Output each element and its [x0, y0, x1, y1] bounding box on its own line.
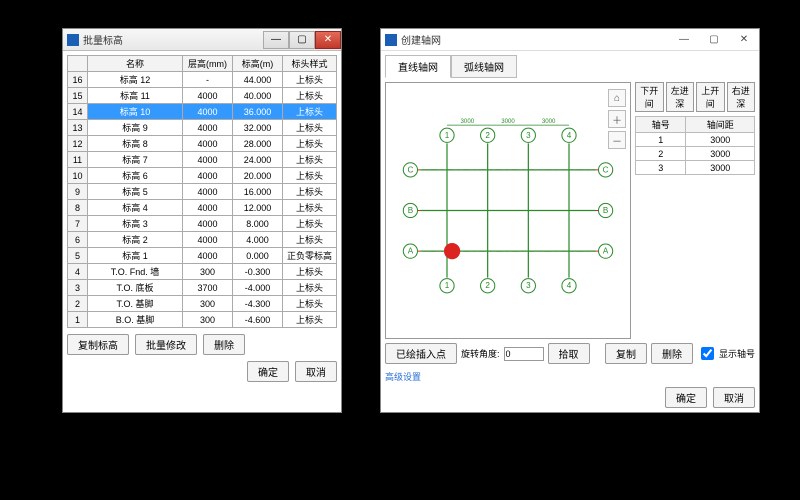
table-row[interactable]: 12标高 8400028.000上标头 [68, 136, 337, 152]
table-row[interactable]: 15标高 11400040.000上标头 [68, 88, 337, 104]
zoom-widget: ⌂ ＋ － [608, 89, 626, 149]
app-icon [67, 34, 79, 46]
col-axis-span: 轴间距 [686, 117, 755, 133]
levels-table[interactable]: 名称 层高(mm) 标高(m) 标头样式 16标高 12-44.000上标头15… [67, 55, 337, 328]
up-bay-button[interactable]: 上开间 [696, 82, 725, 112]
table-row[interactable]: 13000 [636, 133, 755, 147]
svg-text:4: 4 [567, 131, 572, 140]
delete-button[interactable]: 删除 [203, 334, 245, 355]
minimize-button[interactable]: — [669, 30, 699, 50]
table-row[interactable]: 2T.O. 基脚300-4.300上标头 [68, 296, 337, 312]
maximize-button[interactable]: ▢ [699, 30, 729, 50]
svg-text:C: C [603, 165, 609, 174]
table-row[interactable]: 6标高 240004.000上标头 [68, 232, 337, 248]
app-icon [385, 34, 397, 46]
maximize-button[interactable]: ▢ [289, 31, 315, 49]
zoom-in-icon[interactable]: ＋ [608, 110, 626, 128]
svg-text:2: 2 [485, 281, 490, 290]
window-title: 创建轴网 [401, 32, 441, 47]
table-row[interactable]: 13标高 9400032.000上标头 [68, 120, 337, 136]
svg-text:A: A [408, 247, 414, 256]
minimize-button[interactable]: — [263, 31, 289, 49]
side-panel: 下开间 左进深 上开间 右进深 轴号 轴间距 130002300033000 [635, 82, 755, 339]
tabs: 直线轴网 弧线轴网 [385, 55, 755, 78]
ok-button[interactable]: 确定 [665, 387, 707, 408]
rotation-input[interactable] [504, 347, 544, 361]
cancel-button[interactable]: 取消 [295, 361, 337, 382]
show-axis-check[interactable] [701, 347, 714, 360]
table-row[interactable]: 7标高 340008.000上标头 [68, 216, 337, 232]
left-depth-button[interactable]: 左进深 [666, 82, 695, 112]
window-title: 批量标高 [83, 32, 123, 47]
svg-text:C: C [407, 165, 413, 174]
copy-button[interactable]: 复制 [605, 343, 647, 364]
svg-text:3000: 3000 [461, 118, 475, 125]
right-depth-button[interactable]: 右进深 [727, 82, 756, 112]
svg-text:4: 4 [567, 281, 572, 290]
batch-edit-button[interactable]: 批量修改 [135, 334, 197, 355]
nav-home-icon[interactable]: ⌂ [608, 89, 626, 107]
table-row[interactable]: 5标高 140000.000正负零标高 [68, 248, 337, 264]
delete-button[interactable]: 删除 [651, 343, 693, 364]
table-row[interactable]: 4T.O. Fnd. 墙300-0.300上标头 [68, 264, 337, 280]
col-axis-num: 轴号 [636, 117, 686, 133]
show-axis-checkbox[interactable]: 显示轴号 [697, 344, 755, 363]
levels-dialog: 批量标高 — ▢ ✕ 名称 层高(mm) 标高(m) 标头样式 16标高 12-… [62, 28, 342, 413]
svg-text:1: 1 [445, 131, 450, 140]
zoom-out-icon[interactable]: － [608, 131, 626, 149]
titlebar[interactable]: 创建轴网 — ▢ ✕ [381, 29, 759, 51]
close-button[interactable]: ✕ [729, 30, 759, 50]
pick-button[interactable]: 拾取 [548, 343, 590, 364]
insert-point-button[interactable]: 已绘插入点 [385, 343, 457, 364]
svg-text:A: A [603, 247, 609, 256]
col-name: 名称 [88, 56, 183, 72]
close-button[interactable]: ✕ [315, 31, 341, 49]
svg-text:1: 1 [445, 281, 450, 290]
copy-level-button[interactable]: 复制标高 [67, 334, 129, 355]
grid-dialog: 创建轴网 — ▢ ✕ 直线轴网 弧线轴网 1 1 2 2 3 3 4 4 C C B B A A 3000 3… [380, 28, 760, 413]
col-style: 标头样式 [283, 56, 337, 72]
col-elev: 标高(m) [233, 56, 283, 72]
axis-table[interactable]: 轴号 轴间距 130002300033000 [635, 116, 755, 175]
table-row[interactable]: 16标高 12-44.000上标头 [68, 72, 337, 88]
grid-preview-canvas[interactable]: 1 1 2 2 3 3 4 4 C C B B A A 3000 3000 3000 ⌂ ＋ － [385, 82, 631, 339]
table-row[interactable]: 3T.O. 底板3700-4.000上标头 [68, 280, 337, 296]
down-bay-button[interactable]: 下开间 [635, 82, 664, 112]
titlebar[interactable]: 批量标高 — ▢ ✕ [63, 29, 341, 51]
table-row[interactable]: 8标高 4400012.000上标头 [68, 200, 337, 216]
svg-text:B: B [408, 206, 413, 215]
col-height: 层高(mm) [183, 56, 233, 72]
table-row[interactable]: 23000 [636, 147, 755, 161]
ok-button[interactable]: 确定 [247, 361, 289, 382]
svg-text:3: 3 [526, 131, 531, 140]
svg-text:3: 3 [526, 281, 531, 290]
svg-text:3000: 3000 [542, 118, 556, 125]
table-row[interactable]: 10标高 6400020.000上标头 [68, 168, 337, 184]
table-row[interactable]: 1B.O. 基脚300-4.600上标头 [68, 312, 337, 328]
table-row[interactable]: 33000 [636, 161, 755, 175]
cancel-button[interactable]: 取消 [713, 387, 755, 408]
svg-text:2: 2 [485, 131, 490, 140]
table-row[interactable]: 9标高 5400016.000上标头 [68, 184, 337, 200]
svg-text:3000: 3000 [501, 118, 515, 125]
tab-linear[interactable]: 直线轴网 [385, 55, 451, 78]
advanced-link[interactable]: 高级设置 [385, 370, 755, 383]
tab-arc[interactable]: 弧线轴网 [451, 55, 517, 78]
svg-text:B: B [603, 206, 608, 215]
table-row[interactable]: 14标高 10400036.000上标头 [68, 104, 337, 120]
rotation-label: 旋转角度: [461, 347, 500, 360]
table-row[interactable]: 11标高 7400024.000上标头 [68, 152, 337, 168]
